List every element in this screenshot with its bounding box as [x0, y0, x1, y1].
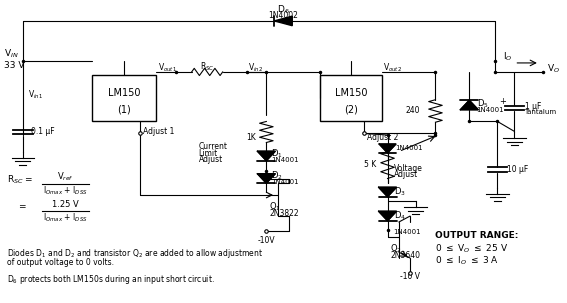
Text: D$_1$: D$_1$ — [271, 148, 282, 160]
Text: 1N4001: 1N4001 — [477, 107, 504, 113]
Text: 1N4001: 1N4001 — [271, 179, 298, 185]
Text: Adjust 1: Adjust 1 — [143, 128, 175, 136]
Text: D$_4$: D$_4$ — [393, 209, 406, 222]
Text: D$_2$: D$_2$ — [271, 170, 282, 182]
Text: Adjust: Adjust — [394, 169, 418, 178]
Polygon shape — [379, 211, 396, 221]
Text: 1N4001: 1N4001 — [395, 145, 422, 151]
Text: -10V: -10V — [257, 236, 275, 245]
Text: Limit: Limit — [198, 148, 218, 158]
Text: V$_{IN}$: V$_{IN}$ — [4, 48, 19, 60]
Text: R$_{SC}$ =: R$_{SC}$ = — [7, 174, 33, 186]
Text: I$_{Omax}$ + I$_{DSS}$: I$_{Omax}$ + I$_{DSS}$ — [43, 184, 87, 197]
Text: of output voltage to 0 volts.: of output voltage to 0 volts. — [7, 258, 114, 267]
Text: Adjust: Adjust — [198, 155, 223, 164]
Text: D$_6$ protects both LM150s during an input short circuit.: D$_6$ protects both LM150s during an inp… — [7, 273, 215, 286]
Text: -10 V: -10 V — [400, 272, 420, 281]
Text: V$_{out1}$: V$_{out1}$ — [158, 62, 177, 74]
Text: V$_{ref}$: V$_{ref}$ — [57, 171, 73, 183]
Text: D$_5$: D$_5$ — [477, 97, 488, 110]
Bar — [92, 75, 156, 122]
Text: LM150: LM150 — [108, 88, 140, 98]
Text: Adjust 2: Adjust 2 — [367, 134, 398, 142]
Text: 10 μF: 10 μF — [507, 165, 528, 174]
Text: 1.25 V: 1.25 V — [52, 200, 78, 208]
Text: 0 $\leq$ I$_O$ $\leq$ 3 A: 0 $\leq$ I$_O$ $\leq$ 3 A — [435, 255, 500, 267]
Text: 0.1 μF: 0.1 μF — [31, 128, 54, 136]
Text: Tantalum: Tantalum — [524, 109, 557, 115]
Text: 2N3822: 2N3822 — [269, 209, 299, 218]
Text: R$_{SC}$: R$_{SC}$ — [200, 61, 214, 73]
Polygon shape — [257, 174, 276, 183]
Text: +: + — [500, 97, 506, 106]
Text: V$_{out2}$: V$_{out2}$ — [383, 62, 402, 74]
Text: V$_{in1}$: V$_{in1}$ — [28, 88, 44, 101]
Text: OUTPUT RANGE:: OUTPUT RANGE: — [435, 231, 519, 240]
Text: V$_{in2}$: V$_{in2}$ — [248, 62, 263, 74]
Text: 0 $\leq$ V$_O$ $\leq$ 25 V: 0 $\leq$ V$_O$ $\leq$ 25 V — [435, 243, 509, 255]
Text: (1): (1) — [117, 105, 131, 115]
Polygon shape — [379, 144, 396, 153]
Text: (2): (2) — [344, 105, 358, 115]
Text: 1N4002: 1N4002 — [268, 11, 298, 20]
Bar — [320, 75, 382, 122]
Polygon shape — [274, 16, 292, 26]
Text: 240: 240 — [405, 105, 420, 115]
Text: 5 K: 5 K — [364, 160, 376, 168]
Text: 1N4001: 1N4001 — [271, 157, 298, 163]
Text: Current: Current — [198, 142, 228, 152]
Polygon shape — [379, 187, 396, 197]
Text: LM150: LM150 — [335, 88, 367, 98]
Polygon shape — [460, 100, 479, 110]
Text: 1N4001: 1N4001 — [393, 229, 421, 235]
Text: Q$_1$: Q$_1$ — [269, 201, 281, 213]
Text: 2N5640: 2N5640 — [390, 251, 420, 260]
Text: I$_O$: I$_O$ — [503, 51, 513, 63]
Polygon shape — [257, 151, 276, 161]
Text: D$_3$: D$_3$ — [393, 185, 405, 198]
Text: 1 μF: 1 μF — [524, 102, 541, 111]
Text: 33 V: 33 V — [4, 62, 25, 70]
Text: 1K: 1K — [247, 134, 256, 142]
Text: I$_{Omax}$ + I$_{DSS}$: I$_{Omax}$ + I$_{DSS}$ — [43, 211, 87, 224]
Text: Diodes D$_1$ and D$_2$ and transistor Q$_2$ are added to allow adjustment: Diodes D$_1$ and D$_2$ and transistor Q$… — [7, 247, 263, 260]
Text: V$_O$: V$_O$ — [547, 63, 560, 75]
Text: =: = — [18, 202, 26, 211]
Text: Q$_2$: Q$_2$ — [390, 242, 402, 255]
Text: D$_6$: D$_6$ — [277, 4, 290, 16]
Text: Voltage: Voltage — [394, 164, 423, 172]
